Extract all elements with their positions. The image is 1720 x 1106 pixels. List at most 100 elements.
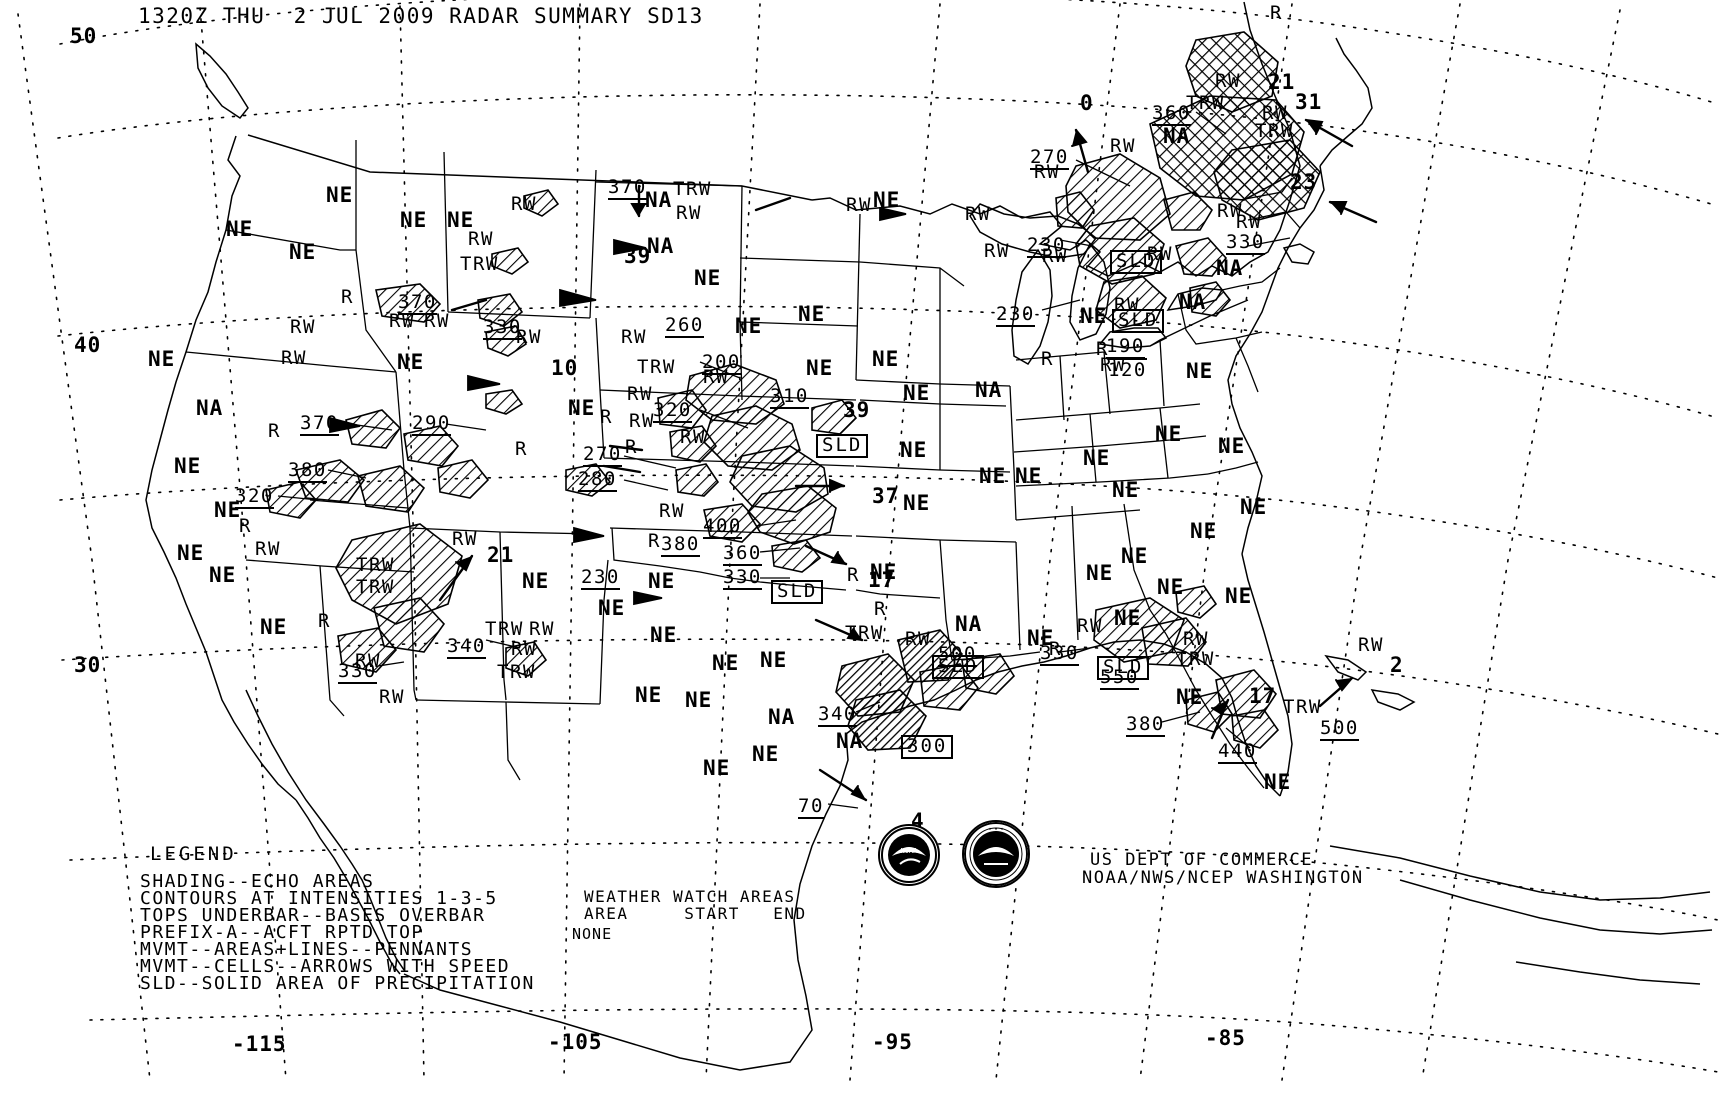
weather-code-rw-16: RW bbox=[424, 310, 450, 332]
longitude-label-neg85: -85 bbox=[1205, 1026, 1246, 1050]
echo-top-400-21: 400 bbox=[703, 515, 742, 539]
legend-line-1: CONTOURS AT INTENSITIES 1-3-5 bbox=[140, 888, 498, 909]
weather-code-ne-31: NE bbox=[568, 396, 596, 420]
weather-code-rw-15: RW bbox=[389, 310, 415, 332]
weather-code-r-83: R bbox=[1049, 638, 1062, 660]
echo-top-380-31: 380 bbox=[1126, 713, 1165, 737]
weather-code-ne-53: NE bbox=[1015, 464, 1043, 488]
echo-top-280-15: 280 bbox=[578, 468, 617, 492]
echo-top-310-12: 310 bbox=[770, 385, 809, 409]
weather-code-r-80: R bbox=[874, 598, 887, 620]
weather-code-rw-35: RW bbox=[629, 410, 655, 432]
echo-top-440-32: 440 bbox=[1218, 740, 1257, 764]
weather-code-ne-7: NE bbox=[226, 217, 254, 241]
echo-top-200-11: 200 bbox=[702, 351, 741, 375]
state-boundaries bbox=[185, 140, 1301, 789]
weather-code-rw-50: RW bbox=[659, 500, 685, 522]
echo-top-190-6: 190 bbox=[1106, 335, 1145, 359]
echo-top-340-25: 340 bbox=[447, 635, 486, 659]
weather-code-ne-74: NE bbox=[752, 742, 780, 766]
sld-box-sld-3: SLD bbox=[771, 580, 824, 604]
weather-code-ne-12: NE bbox=[694, 266, 722, 290]
latitude-label-50: 50 bbox=[70, 24, 98, 48]
weather-code-rw-109: RW bbox=[1217, 200, 1243, 222]
legend-line-4: MVMT--AREAS+LINES--PENNANTS bbox=[140, 939, 474, 960]
weather-code-ne-23: NE bbox=[397, 350, 425, 374]
weather-code-ne-41: NE bbox=[1083, 446, 1111, 470]
cell-speed-39-4: 39 bbox=[624, 244, 652, 268]
weather-code-ne-21: NE bbox=[798, 302, 826, 326]
echo-top-70-34: 70 bbox=[798, 795, 824, 819]
weather-code-ne-45: NE bbox=[214, 498, 242, 522]
echo-top-340-27: 340 bbox=[818, 703, 857, 727]
weather-code-na-113: NA bbox=[1179, 290, 1207, 314]
cell-speed-17-10: 17 bbox=[1249, 684, 1277, 708]
weather-code-trw-10: TRW bbox=[460, 253, 499, 275]
weather-code-trw-67: TRW bbox=[497, 661, 536, 683]
label-leaders bbox=[277, 111, 1251, 809]
cell-speed-21-9: 21 bbox=[487, 543, 515, 567]
sld-box-sld-2: SLD bbox=[816, 434, 869, 458]
weather-code-ne-90: NE bbox=[1114, 606, 1142, 630]
weather-code-ne-48: NE bbox=[209, 563, 237, 587]
latitude-label-30: 30 bbox=[74, 653, 102, 677]
watch-value: NONE bbox=[572, 925, 613, 943]
weather-code-ne-22: NE bbox=[148, 347, 176, 371]
weather-code-rw-107: RW bbox=[1262, 102, 1288, 124]
echo-top-230-5: 230 bbox=[996, 303, 1035, 327]
echo-top-370-8: 370 bbox=[398, 291, 437, 315]
echo-top-360-2: 360 bbox=[1152, 102, 1191, 126]
noaa-seal: NOAA bbox=[878, 824, 940, 886]
movement-pennants bbox=[329, 206, 907, 606]
legend-line-3: PREFIX-A--ACFT RPTD TOP bbox=[140, 922, 424, 943]
weather-code-r-60: R bbox=[318, 610, 331, 632]
echo-top-500-28: 500 bbox=[938, 643, 977, 667]
legend-title: LEGEND bbox=[150, 843, 237, 865]
weather-code-na-75: NA bbox=[768, 705, 796, 729]
echo-top-500-33: 500 bbox=[1320, 717, 1359, 741]
weather-code-rw-36: RW bbox=[680, 426, 706, 448]
weather-code-ne-95: NE bbox=[1112, 478, 1140, 502]
weather-code-rw-14: RW bbox=[290, 316, 316, 338]
weather-code-trw-86: TRW bbox=[1176, 648, 1215, 670]
weather-code-r-37: R bbox=[625, 436, 638, 458]
weather-code-rw-17: RW bbox=[516, 326, 542, 348]
weather-code-rw-18: RW bbox=[281, 347, 307, 369]
legend-line-5: MVMT--CELLS--ARROWS WITH SPEED bbox=[140, 956, 511, 977]
weather-code-ne-52: NE bbox=[979, 464, 1007, 488]
weather-code-ne-40: NE bbox=[900, 438, 928, 462]
weather-code-ne-57: NE bbox=[598, 596, 626, 620]
weather-code-trw-58: TRW bbox=[356, 554, 395, 576]
weather-code-rw-81: RW bbox=[905, 628, 931, 650]
echo-top-370-0: 370 bbox=[608, 176, 647, 200]
sld-box-sld-5: SLD bbox=[1097, 656, 1150, 680]
weather-code-ne-69: NE bbox=[712, 651, 740, 675]
weather-code-ne-96: NE bbox=[1240, 495, 1268, 519]
weather-code-r-44: R bbox=[239, 515, 252, 537]
weather-code-ne-1: NE bbox=[400, 208, 428, 232]
watch-heading: WEATHER WATCH AREAS bbox=[584, 887, 796, 906]
weather-code-na-76: NA bbox=[836, 729, 864, 753]
weather-code-ne-70: NE bbox=[760, 648, 788, 672]
echo-top-230-3: 230 bbox=[1027, 234, 1066, 258]
commerce-seal: ★ ★ ★ bbox=[962, 820, 1030, 888]
echo-top-320-13: 320 bbox=[653, 399, 692, 423]
legend-line-2: TOPS UNDERBAR--BASES OVERBAR bbox=[140, 905, 486, 926]
weather-code-r-115: R bbox=[1096, 338, 1109, 360]
weather-code-ne-123: NE bbox=[1176, 685, 1204, 709]
weather-code-ne-71: NE bbox=[635, 683, 663, 707]
weather-code-r-13: R bbox=[341, 286, 354, 308]
weather-code-rw-116: RW bbox=[1100, 354, 1126, 376]
weather-code-na-78: NA bbox=[955, 612, 983, 636]
weather-code-trw-82: TRW bbox=[845, 622, 884, 644]
echo-top-330-4: 330 bbox=[1226, 231, 1265, 255]
weather-code-rw-68: RW bbox=[379, 686, 405, 708]
weather-code-rw-85: RW bbox=[1183, 628, 1209, 650]
weather-code-r-118: R bbox=[1041, 348, 1054, 370]
weather-code-rw-122: RW bbox=[1358, 634, 1384, 656]
echo-top-230-24: 230 bbox=[581, 566, 620, 590]
weather-code-na-111: NA bbox=[1163, 124, 1191, 148]
watch-columns: AREA START END bbox=[584, 904, 807, 923]
echo-top-550-30: 550 bbox=[1100, 666, 1139, 690]
echo-top-260-10: 260 bbox=[665, 314, 704, 338]
